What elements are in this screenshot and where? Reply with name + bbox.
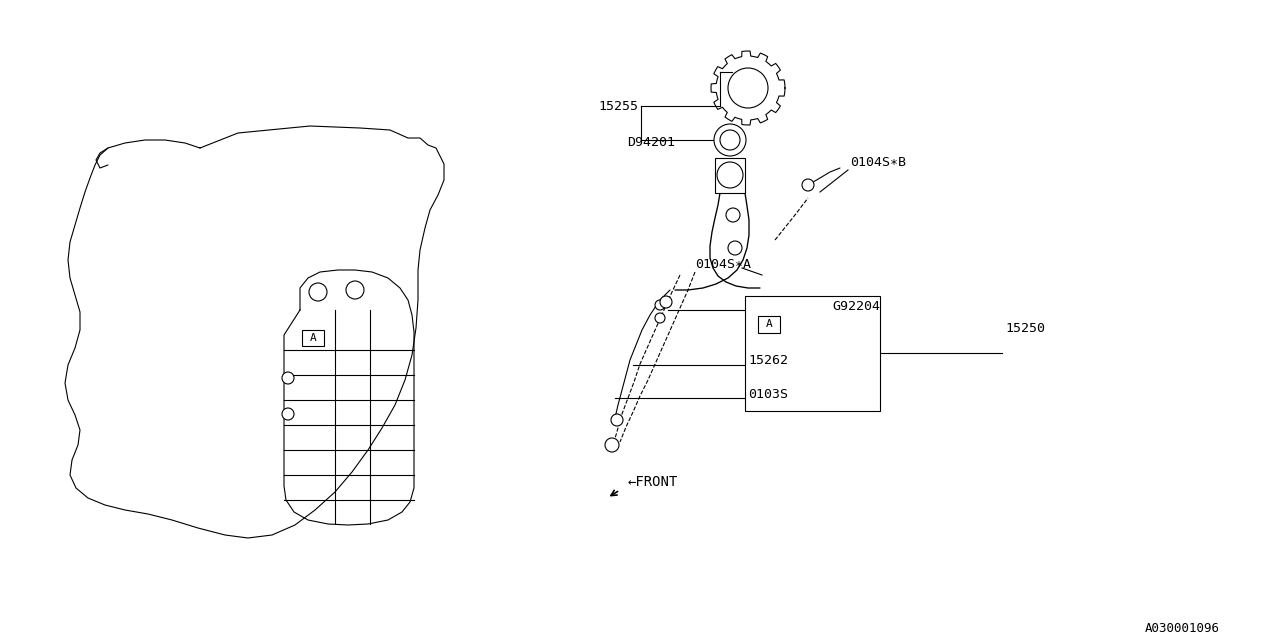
Bar [302, 330, 324, 346]
Circle shape [728, 68, 768, 108]
Circle shape [714, 124, 746, 156]
Circle shape [605, 438, 620, 452]
Circle shape [803, 179, 814, 191]
Text: 15250: 15250 [1005, 321, 1044, 335]
Text: D94201: D94201 [627, 136, 675, 148]
Bar [758, 316, 780, 333]
Text: 0103S: 0103S [748, 387, 788, 401]
Text: 15255: 15255 [598, 99, 637, 113]
Circle shape [282, 408, 294, 420]
Bar [745, 296, 881, 411]
Bar [716, 158, 745, 193]
Circle shape [346, 281, 364, 299]
Text: ←FRONT: ←FRONT [628, 475, 678, 489]
Circle shape [728, 241, 742, 255]
Circle shape [726, 208, 740, 222]
Text: 0104S∗A: 0104S∗A [695, 257, 751, 271]
Text: A030001096: A030001096 [1146, 621, 1220, 634]
Text: G92204: G92204 [832, 301, 881, 314]
Circle shape [655, 300, 666, 310]
Text: 0104S∗B: 0104S∗B [850, 157, 906, 170]
Circle shape [719, 130, 740, 150]
Circle shape [717, 162, 742, 188]
Text: 15262: 15262 [748, 353, 788, 367]
Circle shape [655, 313, 666, 323]
Circle shape [611, 414, 623, 426]
Circle shape [660, 296, 672, 308]
Circle shape [308, 283, 326, 301]
Text: A: A [765, 319, 772, 329]
Circle shape [282, 372, 294, 384]
Text: A: A [310, 333, 316, 343]
